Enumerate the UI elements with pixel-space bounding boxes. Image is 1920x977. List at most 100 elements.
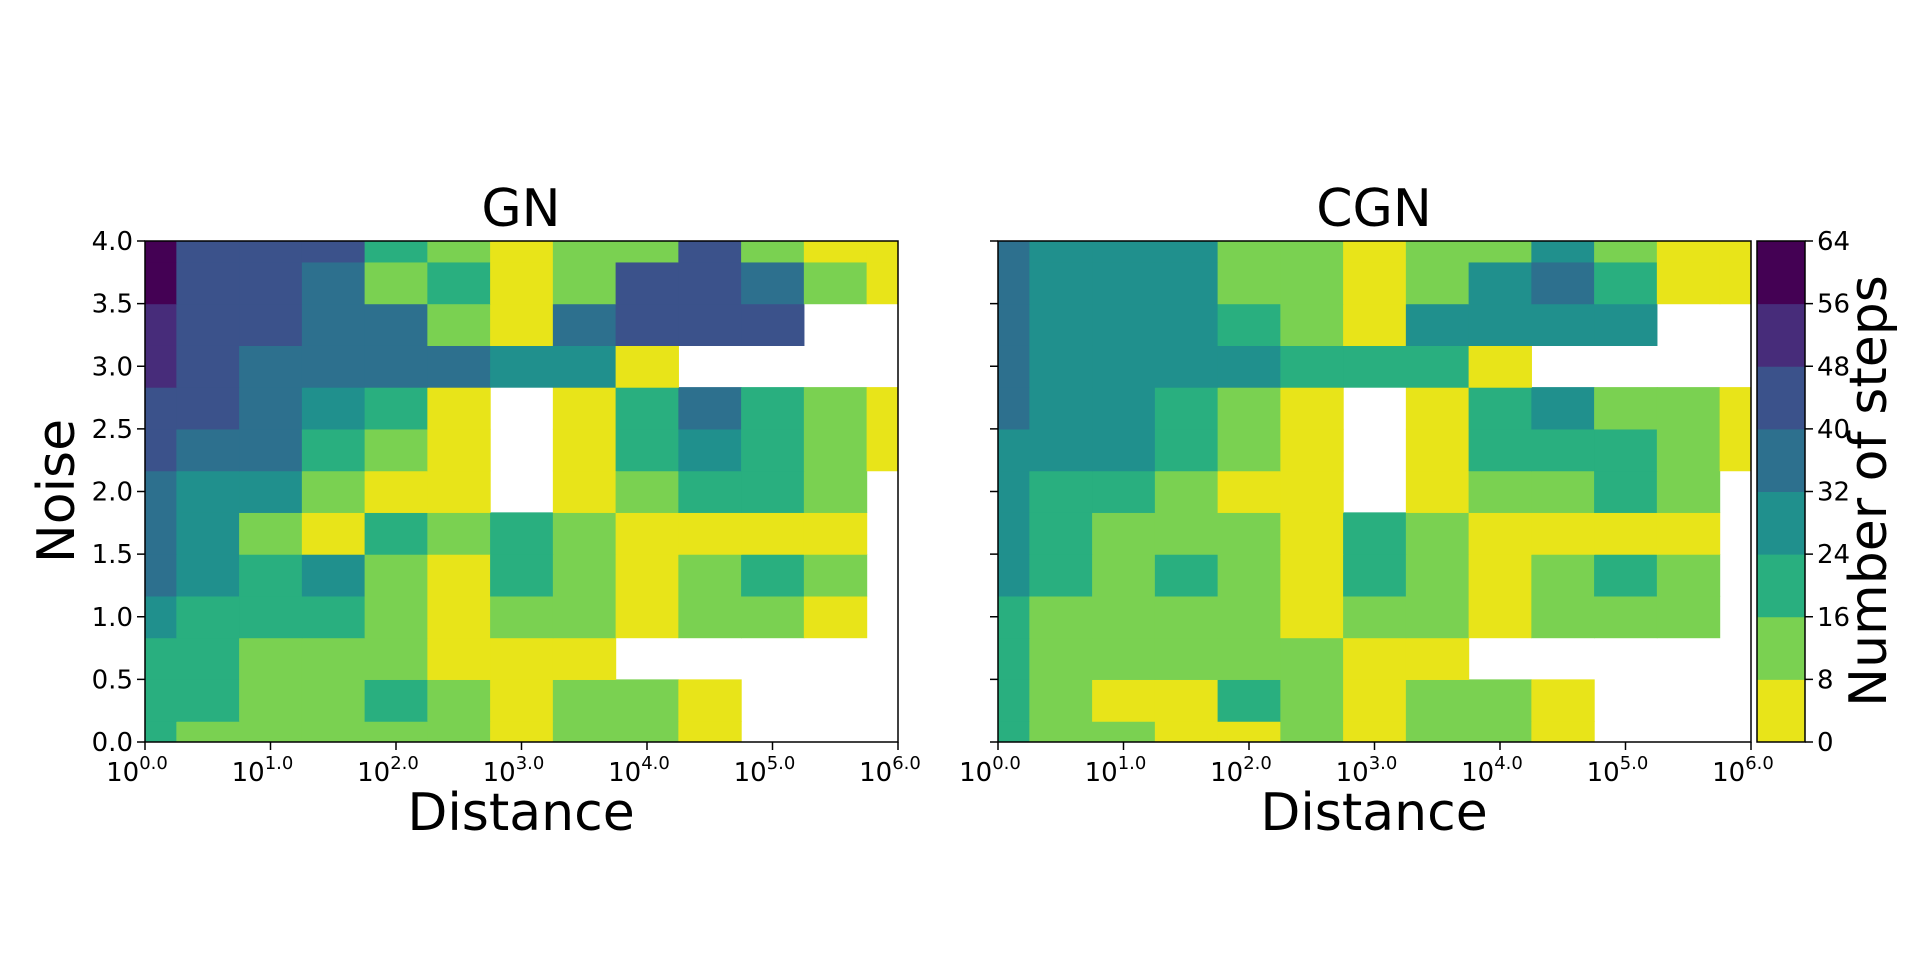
gn-cell bbox=[866, 387, 898, 430]
cgn-cell bbox=[998, 679, 1030, 722]
gn-cell bbox=[176, 261, 240, 305]
colorbar-band bbox=[1757, 366, 1805, 430]
gn-x-tick-label: 105.0 bbox=[734, 753, 796, 788]
cgn-cell bbox=[1405, 679, 1470, 722]
gn-cell bbox=[552, 303, 617, 346]
gn-y-tick-label: 2.0 bbox=[92, 478, 133, 508]
cgn-cell bbox=[998, 721, 1030, 742]
gn-cell bbox=[552, 241, 617, 263]
cgn-cell bbox=[1092, 303, 1156, 346]
cgn-cell bbox=[1154, 470, 1219, 513]
gn-cell bbox=[803, 554, 868, 597]
gn-cell bbox=[301, 470, 366, 513]
gn-cell bbox=[552, 721, 617, 742]
cgn-contour-cells bbox=[998, 241, 1751, 742]
gn-cell bbox=[176, 345, 240, 388]
gn-cell bbox=[364, 261, 428, 305]
gn-cell bbox=[239, 261, 303, 305]
gn-cell bbox=[364, 637, 428, 680]
colorbar-tick-label: 40 bbox=[1817, 415, 1850, 445]
cgn-cell bbox=[1217, 470, 1281, 513]
cgn-cell bbox=[1154, 637, 1219, 680]
cgn-x-tick-label: 104.0 bbox=[1461, 753, 1523, 788]
colorbar-band bbox=[1757, 241, 1805, 305]
cgn-cell bbox=[1719, 241, 1751, 263]
cgn-cell bbox=[1029, 470, 1093, 513]
gn-cell bbox=[239, 721, 303, 742]
cgn-cell bbox=[1343, 512, 1407, 555]
cgn-cell bbox=[1594, 595, 1658, 639]
cgn-cell bbox=[1719, 261, 1751, 305]
cgn-cell bbox=[1531, 387, 1595, 430]
cgn-y-ticks bbox=[990, 240, 998, 743]
gn-cell bbox=[301, 637, 366, 680]
gn-cell bbox=[552, 387, 617, 430]
gn-cell bbox=[552, 554, 617, 597]
gn-cell bbox=[803, 595, 868, 639]
gn-cell bbox=[741, 554, 805, 597]
cgn-cell bbox=[1280, 512, 1344, 555]
gn-cell bbox=[615, 303, 679, 346]
gn-cell bbox=[678, 261, 742, 305]
gn-cell bbox=[615, 512, 679, 555]
cgn-cell bbox=[1656, 428, 1721, 472]
gn-cell bbox=[678, 554, 742, 597]
cgn-cell bbox=[1343, 721, 1407, 742]
cgn-x-tick-label: 106.0 bbox=[1712, 753, 1774, 788]
cgn-cell bbox=[1154, 679, 1219, 722]
gn-cell bbox=[364, 428, 428, 472]
gn-cell bbox=[490, 721, 554, 742]
colorbar-tick-label: 56 bbox=[1817, 290, 1850, 320]
gn-cell bbox=[678, 512, 742, 555]
cgn-cell bbox=[1343, 637, 1407, 680]
cgn-cell bbox=[998, 387, 1030, 430]
cgn-cell bbox=[1029, 679, 1093, 722]
cgn-cell bbox=[1531, 428, 1595, 472]
gn-cell bbox=[678, 387, 742, 430]
gn-cell bbox=[301, 512, 366, 555]
gn-cell bbox=[364, 554, 428, 597]
gn-cell bbox=[364, 470, 428, 513]
cgn-cell bbox=[1531, 595, 1595, 639]
gn-cell bbox=[427, 303, 491, 346]
gn-cell bbox=[239, 554, 303, 597]
gn-cell bbox=[364, 512, 428, 555]
cgn-cell bbox=[1343, 595, 1407, 639]
gn-cell bbox=[145, 679, 177, 722]
gn-cell bbox=[490, 637, 554, 680]
gn-cell bbox=[239, 241, 303, 263]
gn-cell bbox=[301, 595, 366, 639]
gn-cell bbox=[301, 345, 366, 388]
cgn-cell bbox=[1468, 512, 1532, 555]
cgn-cell bbox=[1280, 470, 1344, 513]
cgn-cell bbox=[1531, 241, 1595, 263]
gn-cell bbox=[145, 637, 177, 680]
gn-cell bbox=[176, 554, 240, 597]
colorbar-tick-label: 8 bbox=[1817, 665, 1834, 695]
cgn-cell bbox=[1217, 303, 1281, 346]
gn-cell bbox=[678, 241, 742, 263]
gn-cell bbox=[741, 512, 805, 555]
cgn-cell bbox=[998, 241, 1030, 263]
cgn-cell bbox=[1468, 345, 1532, 388]
gn-cell bbox=[145, 470, 177, 513]
gn-cell bbox=[239, 512, 303, 555]
gn-cell bbox=[615, 261, 679, 305]
gn-cell bbox=[301, 387, 366, 430]
cgn-cell bbox=[1594, 387, 1658, 430]
cgn-cell bbox=[1280, 241, 1344, 263]
gn-x-tick-label: 102.0 bbox=[357, 753, 419, 788]
gn-y-tick-label: 4.0 bbox=[92, 227, 133, 257]
gn-cell bbox=[490, 512, 554, 555]
gn-cell bbox=[301, 554, 366, 597]
gn-cell bbox=[176, 512, 240, 555]
gn-cell bbox=[427, 637, 491, 680]
gn-cell bbox=[145, 387, 177, 430]
gn-cell bbox=[741, 261, 805, 305]
gn-x-ticks: 100.0 101.0 102.0 103.0 104.0 105.0 106.0 bbox=[106, 742, 921, 788]
gn-cell bbox=[427, 512, 491, 555]
cgn-cell bbox=[1092, 679, 1156, 722]
gn-cell bbox=[176, 241, 240, 263]
gn-cell bbox=[615, 345, 679, 388]
cgn-cell bbox=[1029, 345, 1093, 388]
